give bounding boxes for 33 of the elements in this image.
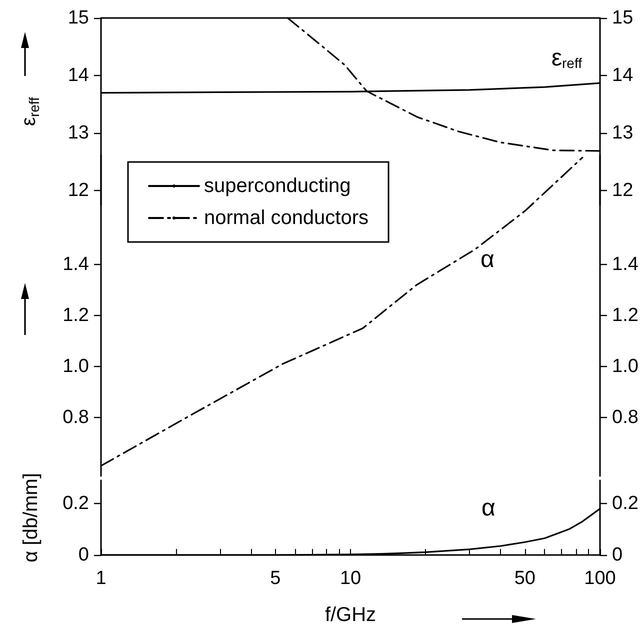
y-tick-label: 1.0 xyxy=(62,356,89,377)
y-axis-title: εreff xyxy=(18,96,42,126)
y2-tick-label: 13 xyxy=(612,122,634,144)
y2-tick-label: 0.8 xyxy=(612,406,638,428)
annotation: εreff xyxy=(551,44,582,72)
x-axis-title: f/GHz xyxy=(324,604,376,626)
y-tick-label: 0.2 xyxy=(62,493,89,514)
y2-tick-label: 0 xyxy=(612,544,623,566)
legend-label: superconducting xyxy=(204,175,351,197)
y2-tick-label: 15 xyxy=(612,8,634,28)
x-tick-label: 5 xyxy=(270,568,281,589)
annotation: α xyxy=(482,494,496,522)
y-tick-label: 0.8 xyxy=(62,406,89,428)
y-tick-label: 1.4 xyxy=(62,254,90,276)
y2-tick-label: 1.4 xyxy=(612,254,639,276)
y-tick-label: 1.2 xyxy=(62,305,89,326)
y-tick-label: 0 xyxy=(78,544,89,566)
x-tick-label: 100 xyxy=(584,568,616,589)
y2-tick-label: 1.0 xyxy=(612,356,638,377)
y-axis-title: α [db/mm] xyxy=(20,473,42,562)
y-tick-label: 15 xyxy=(68,8,89,28)
y2-tick-label: 1.2 xyxy=(612,305,638,326)
y2-tick-label: 0.2 xyxy=(612,493,638,514)
legend-label: normal conductors xyxy=(204,207,369,229)
y2-tick-label: 12 xyxy=(612,180,634,202)
x-tick-label: 10 xyxy=(340,568,362,589)
x-tick-label: 1 xyxy=(96,568,106,589)
y-tick-label: 14 xyxy=(68,65,90,86)
y-tick-label: 13 xyxy=(68,122,89,144)
annotation: α xyxy=(480,246,495,273)
y-tick-label: 12 xyxy=(68,180,89,202)
x-tick-label: 50 xyxy=(514,568,536,589)
y2-tick-label: 14 xyxy=(612,65,634,86)
